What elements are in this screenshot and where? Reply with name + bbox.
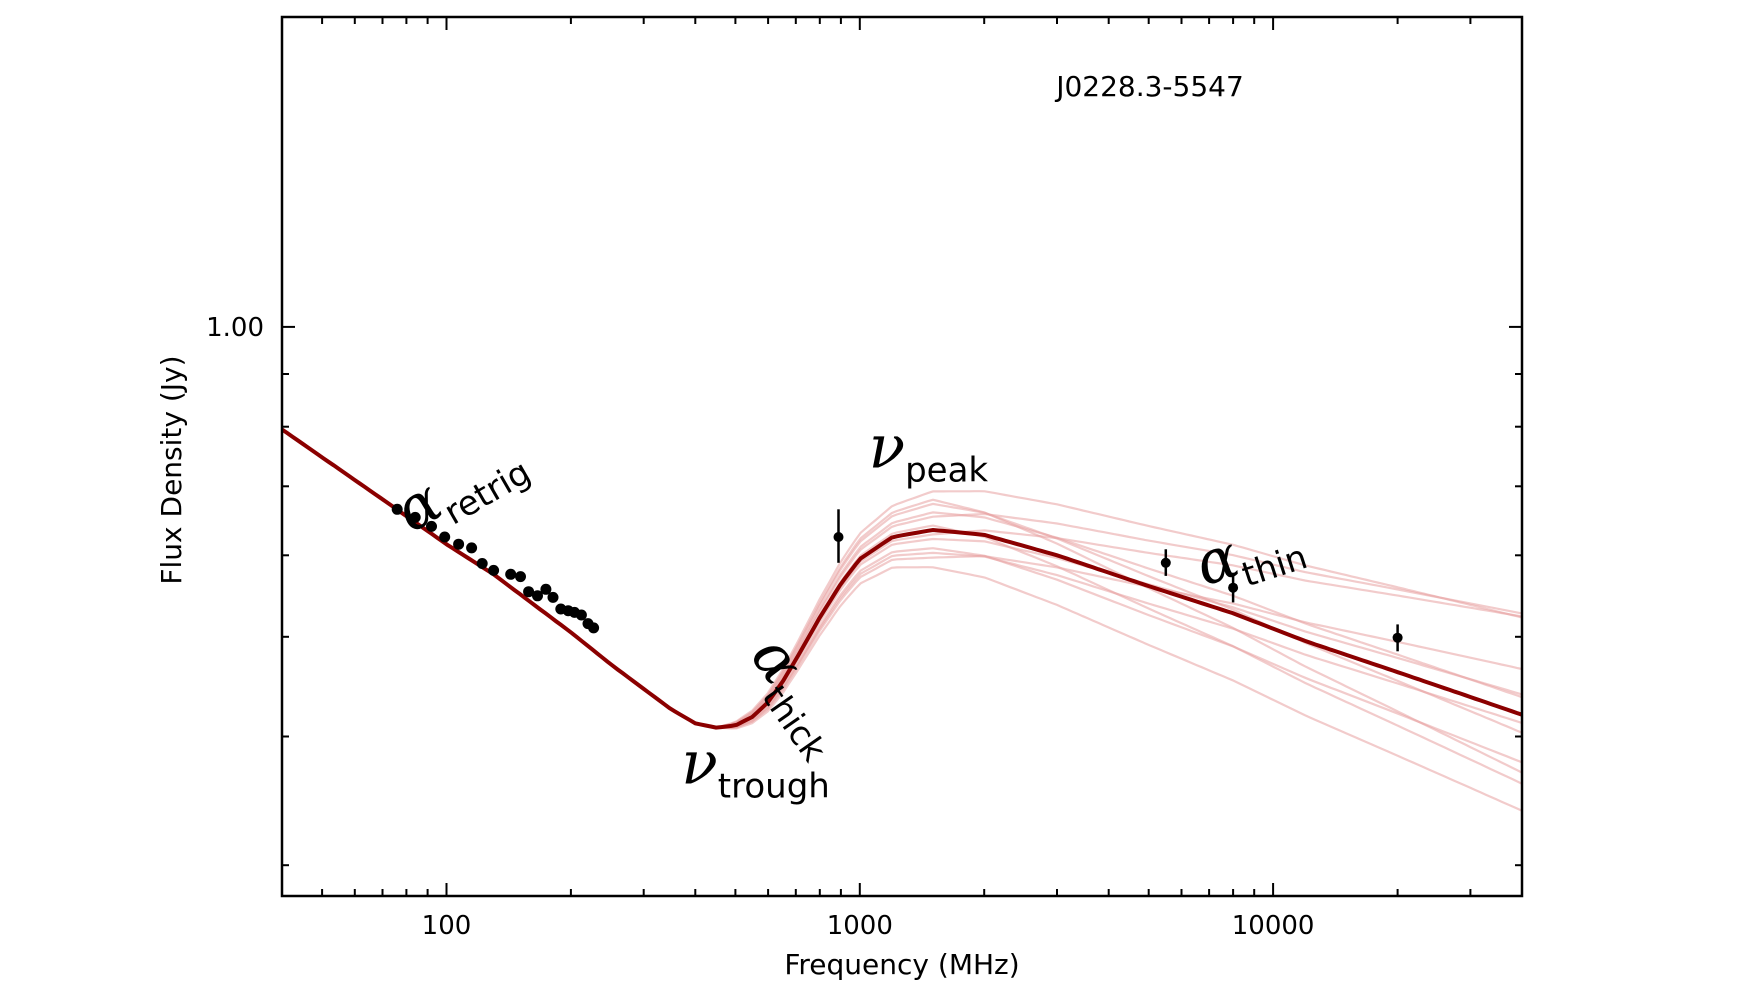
- error-point-marker-0: [833, 532, 844, 542]
- error-point-3: [1392, 624, 1403, 652]
- data-point-2: [426, 520, 437, 532]
- error-point-2: [1228, 572, 1239, 603]
- data-point-1: [409, 511, 421, 523]
- annotations-layer: αretrig αthick νpeak νtrough αthin: [383, 413, 1312, 807]
- source-name-label: J0228.3-5547: [1054, 70, 1244, 103]
- error-point-marker-3: [1392, 632, 1403, 643]
- data-point-19: [588, 622, 600, 634]
- error-point-0: [833, 509, 844, 563]
- x-tick-label-10000: 10000: [1232, 911, 1315, 941]
- error-point-marker-1: [1160, 557, 1171, 568]
- data-point-4: [453, 538, 465, 550]
- data-point-6: [476, 558, 488, 569]
- data-point-8: [505, 568, 517, 580]
- x-tick-label-1000: 1000: [827, 911, 893, 941]
- data-points-layer: [391, 503, 1403, 652]
- error-point-1: [1160, 549, 1171, 576]
- data-point-17: [575, 609, 587, 621]
- annotation-thin: αthin: [1187, 501, 1312, 608]
- data-point-13: [547, 591, 559, 603]
- annotation-peak: νpeak: [869, 413, 989, 491]
- ticks-layer: 100 1000 10000 1.00: [206, 16, 1523, 941]
- annotation-retrig: αretrig: [383, 419, 537, 553]
- annotation-trough: νtrough: [681, 729, 830, 807]
- data-point-7: [488, 564, 500, 576]
- y-tick-label-1: 1.00: [206, 313, 264, 343]
- x-tick-label-100: 100: [422, 911, 472, 941]
- data-point-9: [515, 571, 526, 583]
- data-point-3: [439, 531, 451, 543]
- data-point-11: [532, 590, 543, 602]
- data-point-0: [391, 503, 403, 515]
- data-point-10: [523, 586, 535, 598]
- annotation-thick: αthick: [730, 623, 865, 769]
- error-point-marker-2: [1228, 582, 1239, 593]
- x-axis-title: Frequency (MHz): [784, 948, 1019, 981]
- plot-frame: [280, 15, 1524, 898]
- data-point-12: [540, 583, 552, 595]
- y-axis-title: Flux Density (Jy): [155, 355, 188, 584]
- data-point-5: [466, 542, 478, 554]
